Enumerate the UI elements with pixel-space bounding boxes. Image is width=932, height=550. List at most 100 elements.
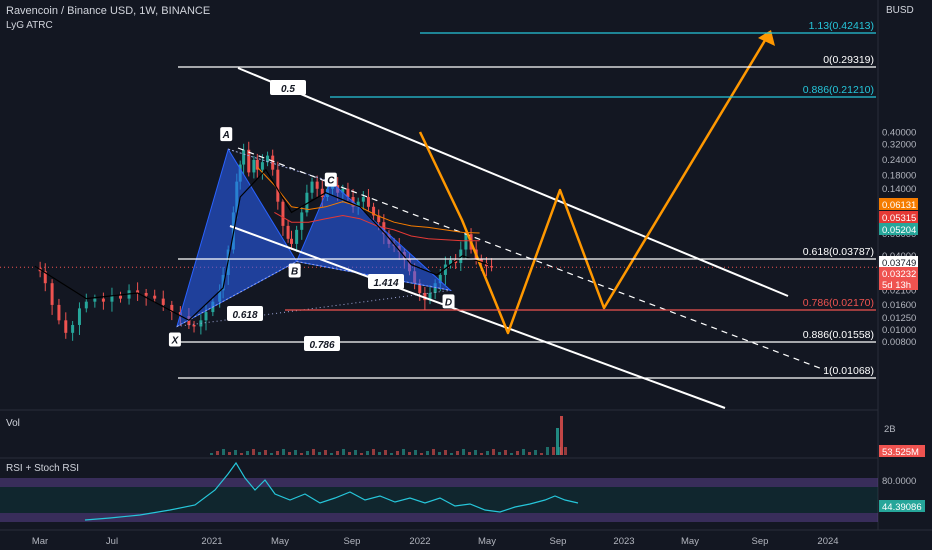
price-axis-currency: BUSD [886,5,914,16]
volume-bar [516,451,519,455]
candle-body [438,274,442,284]
price-axis-tick: 0.32000 [882,139,916,150]
candle-body [84,301,88,309]
volume-bar [282,449,285,455]
pattern-ratio-box [270,80,306,95]
volume-bar [552,447,555,455]
volume-bar [564,447,567,455]
time-axis-label: Sep [344,536,361,547]
volume-bar [522,449,525,455]
price-axis-tick: 0.24000 [882,155,916,166]
volume-bar [492,449,495,455]
candle-body [43,271,47,284]
volume-bar [444,450,447,455]
pattern-ratio-label: 1.414 [373,278,398,289]
candle-body [361,197,365,202]
volume-bar [540,453,543,455]
volume-bar [276,451,279,455]
price-axis-tick: 0.01000 [882,325,916,336]
candle-body [433,283,437,293]
price-badge-value: 5d 13h [882,280,911,291]
pattern-ratio-label: 0.786 [309,340,334,351]
candle-body [449,260,453,265]
candle-body [153,295,157,299]
candle-body [372,206,376,216]
volume-bar [234,450,237,455]
rsi-pane-label[interactable]: RSI + Stoch RSI [6,463,80,474]
indicator-label[interactable]: LyG ATRC [6,20,53,31]
volume-bar [354,450,357,455]
price-badge [879,256,918,268]
time-axis-label: Sep [752,536,769,547]
volume-bar [468,452,471,455]
volume-bar [294,450,297,455]
candle-body [144,292,148,296]
rsi-overbought-band [0,478,878,487]
time-axis-label: Sep [550,536,567,547]
rsi-mid-band [0,487,878,513]
candle-body [252,159,256,173]
candle-body [305,192,309,213]
volume-bar [560,416,563,455]
pattern-point-label-box [288,263,301,278]
candle-body [320,188,324,198]
volume-bar [504,450,507,455]
time-axis-label: 2024 [817,536,838,547]
volume-bar [390,453,393,455]
candle-body [281,201,285,226]
candle-body [136,290,140,293]
volume-bar [480,453,483,455]
candle-body [464,234,468,250]
time-axis-label: 2021 [201,536,222,547]
time-axis-label: May [271,536,289,547]
volume-bar [246,451,249,455]
candle-body [459,249,463,263]
pattern-ratio-box [304,336,340,351]
candle-body [290,238,293,244]
pattern-point-label-box [442,294,455,309]
volume-bar [342,449,345,455]
candle-body [242,149,246,165]
candle-body [479,258,483,263]
candle-body [64,320,68,333]
candle-body [266,155,270,163]
pattern-point-label: B [291,266,298,277]
price-badge [879,267,918,279]
symbol-title[interactable]: Ravencoin / Binance USD, 1W, BINANCE [6,5,211,17]
pattern-ratio-label: 0.618 [232,310,257,321]
volume-bar [528,452,531,455]
volume-bar [426,451,429,455]
candle-body [382,222,386,235]
volume-bar [216,451,219,455]
volume-pane-label[interactable]: Vol [6,418,20,429]
price-axis-tick: 0.01250 [882,313,916,324]
pattern-ratio-label: 0.5 [281,84,295,95]
price-badge-value: 0.06131 [882,200,916,211]
volume-bar [510,453,513,455]
pattern-xb-line [176,261,297,327]
price-badge-value: 0.03232 [882,269,916,280]
candle-body [204,312,208,321]
volume-bar [432,449,435,455]
projection-arrow-head [758,30,775,46]
volume-bar [318,452,321,455]
volume-bar [438,452,441,455]
candle-body [260,162,264,170]
volume-bar [498,452,501,455]
volume-bar [450,453,453,455]
volume-bar [372,449,375,455]
candle-body [423,292,427,301]
moving-average-orange [256,166,480,234]
volume-bar [288,452,291,455]
candle-body [255,159,259,170]
pattern-point-label-box [220,127,233,142]
moving-average-black [34,168,489,322]
volume-bar [210,453,213,455]
time-axis-label: 2023 [613,536,634,547]
price-axis-tick: 0.40000 [882,128,916,139]
candle-body [50,283,54,305]
volume-value: 53.525M [882,447,919,458]
candle-body [341,188,345,193]
volume-bar [348,452,351,455]
